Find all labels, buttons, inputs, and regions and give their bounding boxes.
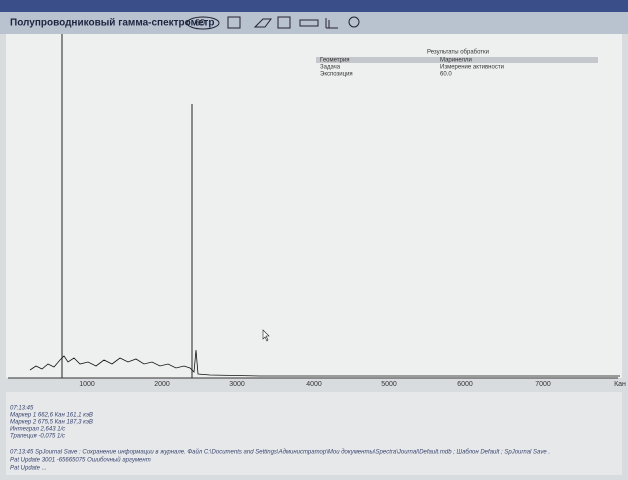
window-title-bar (0, 0, 628, 12)
log-line: Маркер 1 662,6 Кан 161,1 кэВ (10, 413, 93, 419)
row-highlight (316, 57, 598, 63)
tool-icon[interactable] (348, 16, 360, 28)
tool-icon[interactable] (325, 18, 338, 29)
result-label: Задача (320, 65, 341, 71)
toolbar (227, 16, 360, 29)
result-value: Маринелли (440, 58, 472, 64)
tool-icon[interactable] (299, 19, 319, 27)
tool-icon[interactable] (277, 16, 291, 29)
result-value: 60.0 (440, 72, 452, 78)
x-axis-unit: Кан (614, 381, 626, 388)
log-line: 07:13:45 (10, 406, 34, 412)
x-tick-label: 3000 (229, 381, 245, 388)
x-tick-label: 4000 (306, 381, 322, 388)
exposure-button[interactable] (186, 16, 220, 30)
log-line: 07:13:45 SpJournal Save : Сохранение инф… (10, 449, 550, 456)
header-bar (0, 12, 628, 34)
x-tick-label: 6000 (457, 381, 473, 388)
x-tick-label: 5000 (381, 381, 397, 388)
log-line: Маркер 2 675,5 Кан 187,3 кэВ (10, 420, 93, 426)
spectrum-area (6, 34, 622, 378)
log-panel (6, 392, 622, 475)
spectrum-trace (29, 349, 620, 377)
tool-icon[interactable] (227, 16, 241, 29)
tool-icon[interactable] (253, 18, 272, 28)
log-line: Интеграл 2,643 1/с (10, 427, 65, 433)
app-title: Полупроводниковый гамма-спектрометр (10, 18, 214, 29)
x-tick-label: 1000 (79, 381, 95, 388)
result-label: Экспозиция (320, 72, 353, 78)
x-tick-label: 2000 (154, 381, 170, 388)
x-tick-label: 7000 (535, 381, 551, 388)
log-line: Pat Update 3001 -65665075 Ошибочный аргу… (10, 457, 151, 464)
result-value: Измерение активности (440, 65, 504, 71)
log-line: Трапеция -0,075 1/с (10, 434, 65, 440)
exposure-value[interactable]: 60 (195, 17, 205, 27)
log-line: Pat Update ... (10, 466, 47, 472)
results-title: Результаты обработки (427, 50, 489, 56)
result-label: Геометрия (320, 58, 349, 64)
mouse-cursor (262, 329, 270, 342)
